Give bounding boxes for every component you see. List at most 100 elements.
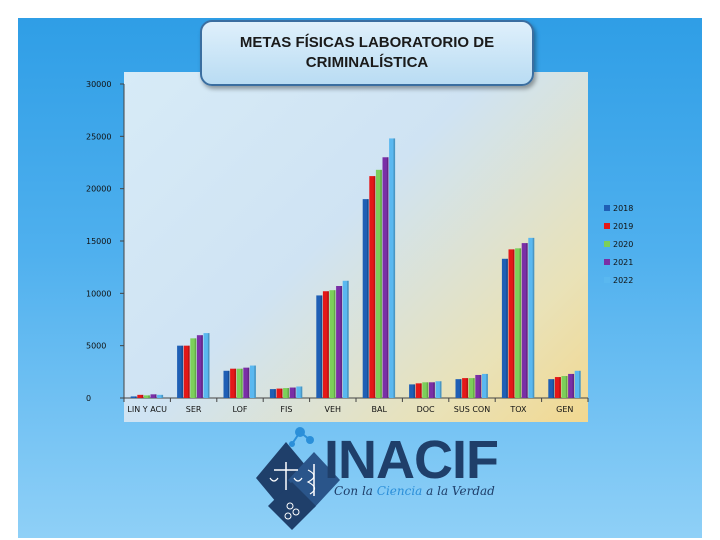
chart-legend: 2018 2019 2020 2021 2022 <box>604 204 633 285</box>
inacif-logo <box>256 427 340 530</box>
bar-2022-6 <box>435 381 442 398</box>
y-tick-label: 30000 <box>86 80 111 89</box>
legend-swatch-2018 <box>604 205 610 211</box>
bar-shade <box>181 345 184 398</box>
x-category-label: SUS CON <box>454 405 490 414</box>
bar-shade <box>413 384 416 398</box>
y-tick-label: 15000 <box>86 237 111 246</box>
bar-shade <box>479 374 482 398</box>
bar-2021-4 <box>336 286 343 398</box>
bar-2020-1 <box>190 338 197 398</box>
bar-2021-2 <box>243 367 250 398</box>
bar-2019-4 <box>322 291 329 398</box>
bar-2021-8 <box>521 243 528 398</box>
x-category-label: BAL <box>371 405 387 414</box>
bar-shade <box>433 382 435 398</box>
bar-shade <box>247 367 250 398</box>
bar-shade <box>340 286 343 398</box>
bar-2022-4 <box>342 280 349 398</box>
bar-2022-5 <box>389 138 396 398</box>
bar-2020-2 <box>236 368 243 398</box>
bar-2019-7 <box>462 378 469 398</box>
bar-2018-6 <box>409 384 416 398</box>
bar-2018-2 <box>223 370 230 398</box>
bar-2018-0 <box>130 396 137 398</box>
bar-shade <box>194 338 197 398</box>
legend-label-2019: 2019 <box>613 222 633 231</box>
bar-shade <box>579 370 581 398</box>
bar-2021-0 <box>150 394 157 398</box>
bar-shade <box>532 237 535 398</box>
bar-2018-5 <box>362 199 369 398</box>
bar-shade <box>154 394 157 398</box>
bar-shade <box>201 335 203 398</box>
bar-2018-4 <box>316 295 323 398</box>
bar-shade <box>241 368 243 398</box>
bar-shade <box>188 345 190 398</box>
bar-2019-2 <box>230 368 237 398</box>
bar-2020-7 <box>468 378 475 398</box>
y-tick-label: 5000 <box>86 342 106 351</box>
legend-swatch-2022 <box>604 277 610 283</box>
legend-swatch-2021 <box>604 259 610 265</box>
bar-shade <box>426 382 429 398</box>
bar-shade <box>367 199 369 398</box>
bar-2020-9 <box>561 376 568 398</box>
y-tick-label: 0 <box>86 394 91 403</box>
bar-2021-5 <box>382 157 389 398</box>
bar-2022-2 <box>249 365 256 398</box>
bar-2021-3 <box>289 387 296 398</box>
bar-2021-7 <box>475 374 482 398</box>
logo-emblem <box>256 427 340 530</box>
bar-2018-9 <box>548 379 555 398</box>
y-tick-label: 10000 <box>86 289 111 298</box>
bar-shade <box>148 395 150 398</box>
bar-shade <box>486 373 488 398</box>
bar-shade <box>466 378 469 398</box>
bar-shade <box>280 388 283 398</box>
chart-bars <box>130 138 581 398</box>
x-category-label: GEN <box>556 405 573 414</box>
x-category-label: DOC <box>417 405 435 414</box>
bar-2020-0 <box>143 395 150 398</box>
bar-2022-7 <box>481 373 488 398</box>
bar-shade <box>347 280 349 398</box>
bar-shade <box>294 387 296 398</box>
chart-title: METAS FÍSICAS LABORATORIO DE CRIMINALÍST… <box>239 34 495 71</box>
bar-2021-6 <box>428 382 435 398</box>
bar-shade <box>320 295 323 398</box>
bar-shade <box>393 138 396 398</box>
bar-2020-6 <box>422 382 429 398</box>
x-category-label: VEH <box>325 405 342 414</box>
chart-labels: 0 5000 10000 15000 20000 25000 30000 LIN Y ACU S… <box>86 80 573 414</box>
bar-shade <box>141 394 144 398</box>
x-category-label: FIS <box>280 405 292 414</box>
bar-2020-3 <box>283 388 290 398</box>
bar-shade <box>552 379 555 398</box>
bar-shade <box>327 291 329 398</box>
bar-shade <box>227 370 230 398</box>
bar-2019-3 <box>276 388 283 398</box>
bar-shade <box>506 258 508 398</box>
y-tick-label: 20000 <box>86 185 111 194</box>
bar-2022-1 <box>203 333 210 398</box>
bar-shade <box>459 379 462 398</box>
bar-shade <box>512 249 515 398</box>
bar-shade <box>572 373 575 398</box>
bar-2018-1 <box>177 345 184 398</box>
bar-2022-9 <box>574 370 581 398</box>
bar-shade <box>161 394 164 398</box>
bar-shade <box>526 243 528 398</box>
bar-shade <box>559 377 561 398</box>
bar-2019-0 <box>137 394 144 398</box>
bar-shade <box>287 388 290 398</box>
logo-wordmark: INACIF <box>324 430 499 490</box>
bar-shade <box>380 169 382 398</box>
bar-2019-9 <box>554 377 561 398</box>
bar-shade <box>135 396 137 398</box>
bar-2019-5 <box>369 176 376 398</box>
x-category-label: TOX <box>509 405 527 414</box>
bar-shade <box>300 386 303 398</box>
bar-shade <box>207 333 210 398</box>
bar-shade <box>333 290 336 398</box>
